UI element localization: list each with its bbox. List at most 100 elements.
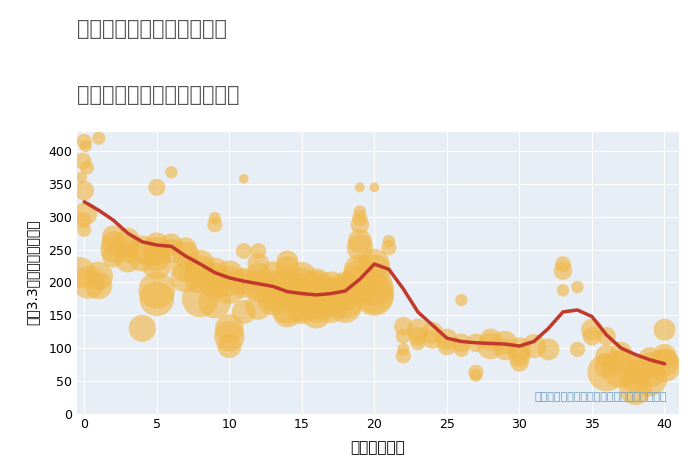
Point bbox=[326, 297, 337, 304]
Point bbox=[645, 375, 656, 383]
Point bbox=[398, 322, 409, 330]
Point bbox=[195, 260, 206, 268]
Point bbox=[166, 241, 177, 248]
Point bbox=[136, 325, 148, 332]
Point bbox=[267, 284, 279, 291]
Point bbox=[238, 247, 249, 255]
Point bbox=[645, 368, 656, 376]
Point bbox=[224, 332, 235, 340]
Point bbox=[267, 290, 279, 298]
Point bbox=[209, 221, 220, 228]
Point bbox=[93, 134, 104, 142]
Point bbox=[122, 236, 134, 243]
Point bbox=[369, 260, 380, 268]
Point bbox=[398, 345, 409, 353]
Point bbox=[224, 271, 235, 278]
Point bbox=[384, 244, 395, 251]
Point bbox=[296, 274, 307, 281]
Point bbox=[136, 252, 148, 260]
Point bbox=[238, 277, 249, 285]
Point bbox=[630, 375, 641, 383]
Point bbox=[238, 280, 249, 288]
Point bbox=[253, 303, 264, 311]
Point bbox=[601, 368, 612, 376]
Point bbox=[645, 362, 656, 369]
Point bbox=[369, 283, 380, 291]
Point bbox=[281, 290, 293, 298]
Point bbox=[122, 243, 134, 250]
Point bbox=[166, 247, 177, 255]
Point bbox=[238, 308, 249, 316]
Point bbox=[369, 290, 380, 298]
Point bbox=[180, 274, 191, 281]
Point bbox=[195, 295, 206, 303]
Point bbox=[281, 277, 293, 285]
Point bbox=[151, 260, 162, 268]
Point bbox=[253, 271, 264, 278]
Point bbox=[557, 260, 568, 268]
Point bbox=[311, 303, 322, 311]
Point bbox=[369, 293, 380, 301]
Point bbox=[209, 267, 220, 274]
Point bbox=[253, 260, 264, 268]
Point bbox=[572, 345, 583, 353]
Point bbox=[238, 175, 249, 182]
Text: 円の大きさは、取引のあった物件面積を示す: 円の大きさは、取引のあった物件面積を示す bbox=[535, 392, 667, 402]
Point bbox=[151, 241, 162, 248]
Point bbox=[659, 362, 670, 369]
Point bbox=[326, 284, 337, 291]
Point bbox=[281, 281, 293, 288]
Text: 神奈川県横浜市中区末吉町: 神奈川県横浜市中区末吉町 bbox=[77, 19, 227, 39]
Point bbox=[311, 280, 322, 288]
Point bbox=[267, 280, 279, 288]
Point bbox=[659, 352, 670, 360]
Point bbox=[281, 264, 293, 272]
Y-axis label: 坪（3.3㎡）単価（万円）: 坪（3.3㎡）単価（万円） bbox=[26, 220, 40, 325]
Point bbox=[267, 271, 279, 278]
Point bbox=[267, 297, 279, 304]
Point bbox=[587, 332, 598, 340]
Point bbox=[412, 332, 423, 340]
Point bbox=[354, 244, 365, 251]
Point bbox=[82, 164, 93, 172]
Point bbox=[587, 326, 598, 333]
Point bbox=[470, 372, 482, 379]
Point bbox=[528, 342, 540, 350]
Point bbox=[557, 287, 568, 294]
Point bbox=[281, 310, 293, 317]
X-axis label: 築年数（年）: 築年数（年） bbox=[351, 440, 405, 455]
Point bbox=[659, 359, 670, 366]
Point bbox=[93, 272, 104, 280]
Point bbox=[122, 249, 134, 257]
Point bbox=[470, 368, 482, 376]
Point bbox=[93, 282, 104, 290]
Point bbox=[499, 345, 510, 353]
Point bbox=[83, 279, 94, 286]
Point bbox=[78, 226, 90, 234]
Point bbox=[354, 221, 365, 228]
Point bbox=[224, 342, 235, 350]
Point bbox=[412, 326, 423, 333]
Point bbox=[180, 264, 191, 272]
Point bbox=[340, 287, 351, 294]
Point bbox=[108, 239, 119, 247]
Point bbox=[253, 284, 264, 291]
Point bbox=[615, 365, 626, 373]
Point bbox=[77, 157, 88, 165]
Point bbox=[398, 332, 409, 340]
Point bbox=[195, 274, 206, 281]
Point bbox=[74, 269, 85, 276]
Point bbox=[209, 298, 220, 306]
Point bbox=[76, 174, 87, 181]
Point bbox=[630, 368, 641, 376]
Point bbox=[281, 258, 293, 265]
Point bbox=[151, 184, 162, 191]
Point bbox=[615, 349, 626, 356]
Point bbox=[427, 336, 438, 343]
Point bbox=[296, 280, 307, 288]
Point bbox=[78, 187, 90, 195]
Point bbox=[456, 345, 467, 353]
Point bbox=[572, 283, 583, 291]
Point bbox=[209, 274, 220, 281]
Point bbox=[427, 329, 438, 337]
